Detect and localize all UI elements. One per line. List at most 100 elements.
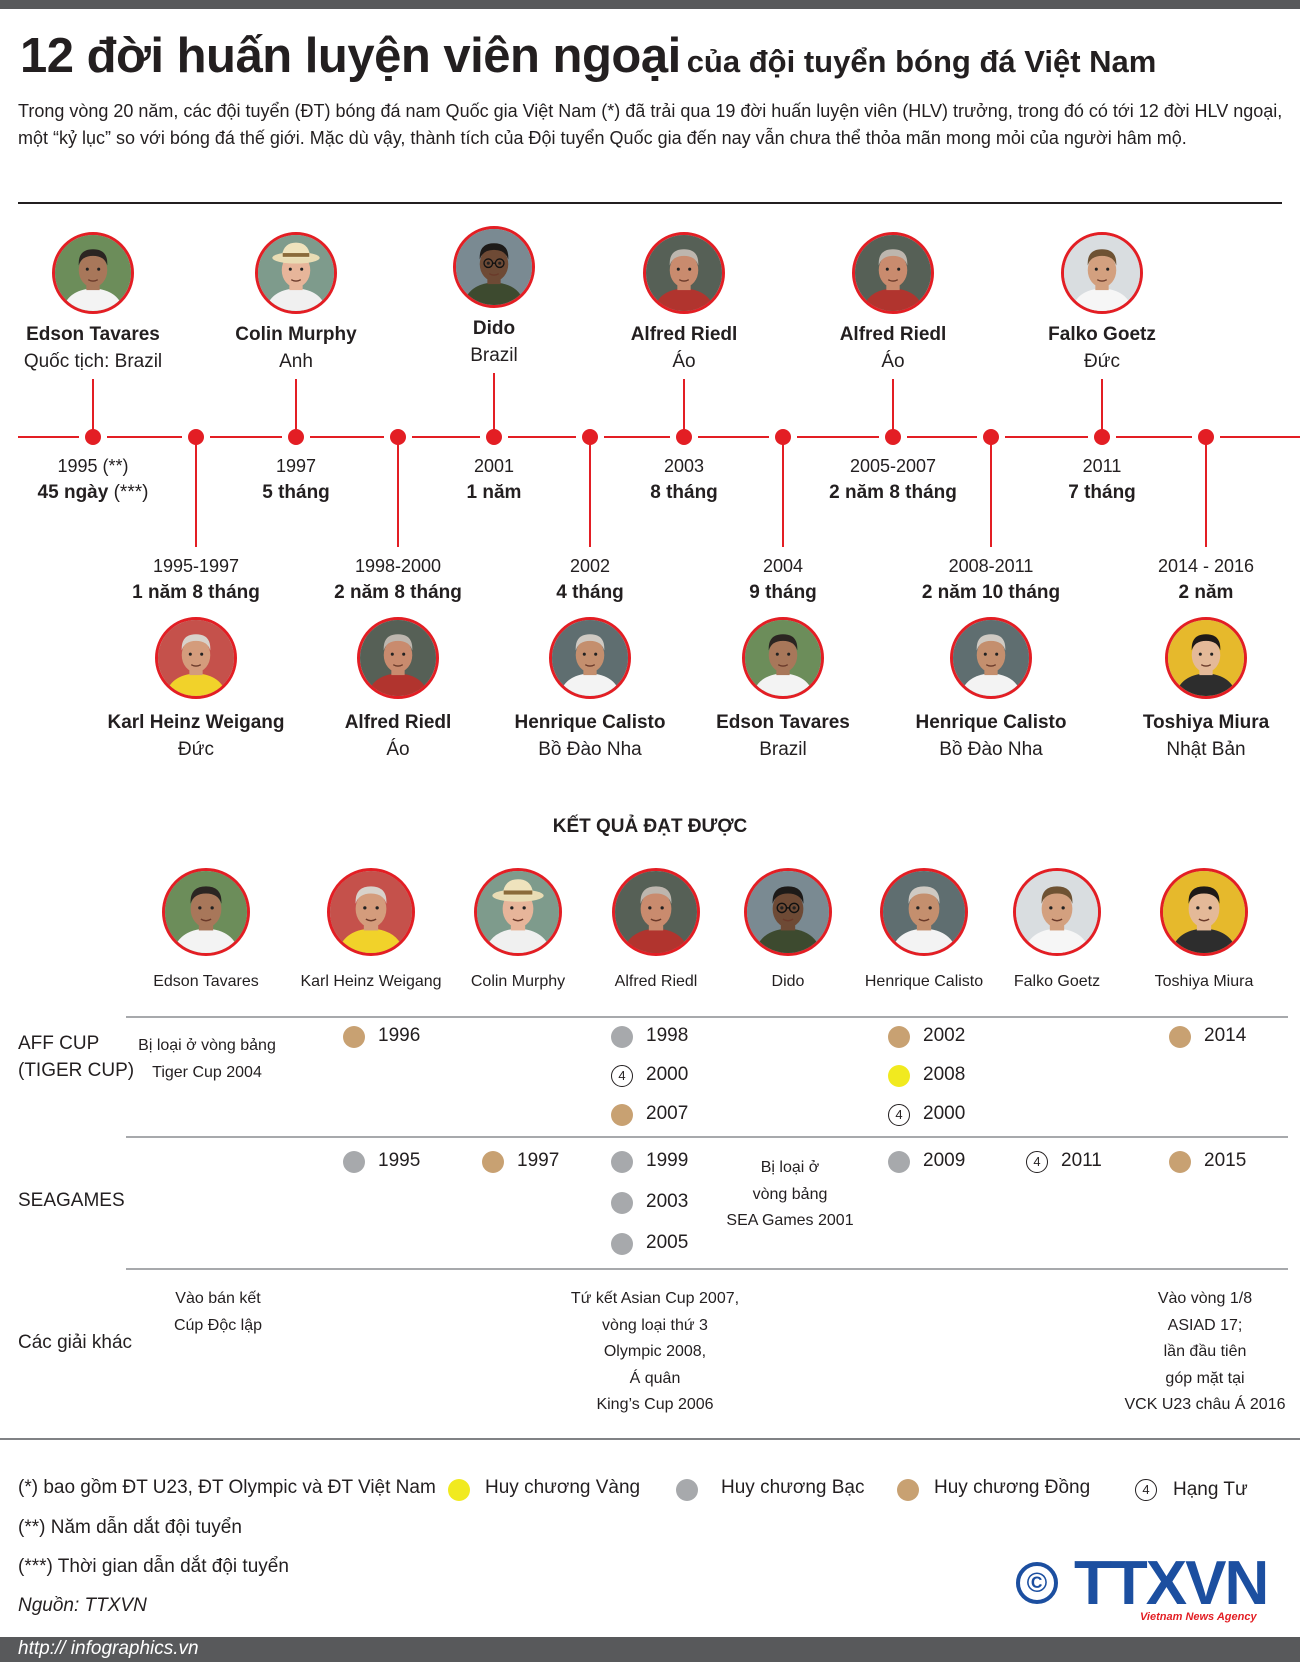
bronze-medal-icon	[482, 1151, 504, 1173]
timeline-line	[508, 436, 576, 438]
tenure-year: 1998-2000	[354, 556, 442, 576]
note-line: vòng bảng	[752, 1185, 828, 1203]
timeline-dot	[885, 429, 901, 445]
source-credit: Nguồn: TTXVN	[18, 1595, 147, 1616]
bronze-medal-icon	[1169, 1026, 1191, 1048]
coach-portrait-image	[477, 871, 559, 953]
tenure-year: 2004	[762, 556, 804, 576]
tenure-duration: 9 tháng	[749, 582, 817, 603]
tenure-duration: 8 tháng	[574, 482, 794, 504]
medal-year: 2015	[1204, 1150, 1247, 1171]
coach-portrait	[357, 617, 439, 699]
medal-year: 1996	[378, 1025, 421, 1046]
tenure-year: 1995-1997	[152, 556, 240, 576]
medal-year: 2003	[646, 1191, 689, 1212]
timeline-line	[18, 436, 79, 438]
fourth-medal-icon: 4	[888, 1104, 910, 1126]
aff-note-edson: Bị loại ở vòng bảng Tiger Cup 2004	[122, 1033, 292, 1086]
coach-portrait	[643, 232, 725, 314]
medal-year: 1997	[517, 1150, 560, 1171]
coach-name: Toshiya Miura	[1142, 712, 1270, 733]
coach-portrait	[744, 868, 832, 956]
timeline-connector	[92, 379, 94, 437]
tenure-duration: 7 tháng	[992, 482, 1212, 504]
tenure-year: 1997	[275, 456, 317, 476]
footer-divider	[0, 1438, 1300, 1440]
timeline-connector	[1101, 379, 1103, 437]
medal-year: 2014	[1204, 1025, 1247, 1046]
coach-portrait	[327, 868, 415, 956]
coach-name: Henrique Calisto	[514, 712, 666, 733]
note-line: SEA Games 2001	[726, 1212, 854, 1229]
coach-portrait	[474, 868, 562, 956]
duration-value: 45 ngày	[37, 482, 109, 503]
results-coach-name: Alfred Riedl	[614, 973, 698, 990]
coach-portrait	[1160, 868, 1248, 956]
timeline-line	[107, 436, 182, 438]
timeline-connector	[683, 379, 685, 437]
coach-portrait	[162, 868, 250, 956]
bronze-medal-icon	[611, 1104, 633, 1126]
medal-year: 2000	[646, 1064, 689, 1085]
coach-portrait	[255, 232, 337, 314]
coach-name: Henrique Calisto	[915, 712, 1067, 733]
coach-name: Colin Murphy	[235, 324, 357, 345]
note-line: Vào bán kết	[175, 1290, 261, 1307]
note-line: Vào vòng 1/8	[1157, 1290, 1253, 1307]
coach-portrait-image	[747, 871, 829, 953]
footnote-year: (**) Năm dẫn dắt đội tuyển	[18, 1517, 242, 1538]
results-coach-name: Colin Murphy	[470, 973, 566, 990]
duration-value: 5 tháng	[262, 482, 330, 503]
coach-portrait-image	[883, 871, 965, 953]
tenure-duration: 2 năm	[1178, 582, 1234, 603]
duration-value: 7 tháng	[1068, 482, 1136, 503]
coach-portrait-image	[158, 620, 234, 696]
coach-name: Falko Goetz	[1048, 324, 1156, 345]
page-title: 12 đời huấn luyện viên ngoại của đội tuyể…	[20, 28, 1156, 84]
legend-silver-icon	[676, 1479, 698, 1501]
coach-portrait-image	[360, 620, 436, 696]
footnote-duration: (***) Thời gian dẫn dắt đội tuyển	[18, 1556, 289, 1577]
medal-year: 2009	[923, 1150, 966, 1171]
coach-portrait-image	[615, 871, 697, 953]
note-line: vòng loại thứ 3	[602, 1316, 708, 1334]
other-note-riedl: Tứ kết Asian Cup 2007, vòng loại thứ 3 O…	[545, 1286, 765, 1419]
coach-name: Edson Tavares	[26, 324, 160, 345]
medal-year: 2007	[646, 1103, 689, 1124]
results-title: KẾT QUẢ ĐẠT ĐƯỢC	[552, 816, 748, 837]
timeline-line	[1116, 436, 1192, 438]
agency-name: Vietnam News Agency	[1140, 1611, 1257, 1623]
gold-medal-icon	[888, 1065, 910, 1087]
timeline-dot	[676, 429, 692, 445]
coach-nationality: Nhật Bản	[1166, 739, 1246, 760]
tenure-year: 2002	[569, 556, 611, 576]
timeline-connector	[295, 379, 297, 437]
silver-medal-icon	[611, 1192, 633, 1214]
silver-medal-icon	[611, 1151, 633, 1173]
legend-bronze-label: Huy chương Đồng	[934, 1477, 1091, 1498]
coach-name: Alfred Riedl	[839, 324, 947, 345]
title-sub: của đội tuyển bóng đá Việt Nam	[686, 44, 1157, 79]
tenure-duration: 2 năm 8 tháng	[334, 582, 462, 603]
timeline-connector	[195, 437, 197, 547]
coach-nationality: Áo	[672, 351, 696, 372]
coach-nationality: Đức	[178, 739, 214, 760]
note-line: Cúp Độc lập	[173, 1316, 263, 1334]
timeline-line	[1220, 436, 1300, 438]
ttxvn-logo: TTXVN	[1074, 1549, 1269, 1618]
bronze-medal-icon	[343, 1026, 365, 1048]
row-label-other: Các giải khác	[18, 1332, 133, 1353]
note-line: ASIAD 17;	[1167, 1316, 1243, 1334]
duration-note: (***)	[108, 482, 149, 503]
tenure-year: 2005-2007	[849, 456, 937, 476]
timeline-line	[907, 436, 977, 438]
legend-fourth-icon: 4	[1135, 1479, 1157, 1501]
coach-nationality: Đức	[1084, 351, 1120, 372]
tenure-year: 2008-2011	[948, 556, 1034, 576]
row-divider	[126, 1268, 1288, 1270]
silver-medal-icon	[611, 1233, 633, 1255]
title-main: 12 đời huấn luyện viên ngoại	[20, 29, 681, 83]
timeline-line	[698, 436, 769, 438]
silver-medal-icon	[888, 1151, 910, 1173]
coach-portrait-image	[1016, 871, 1098, 953]
